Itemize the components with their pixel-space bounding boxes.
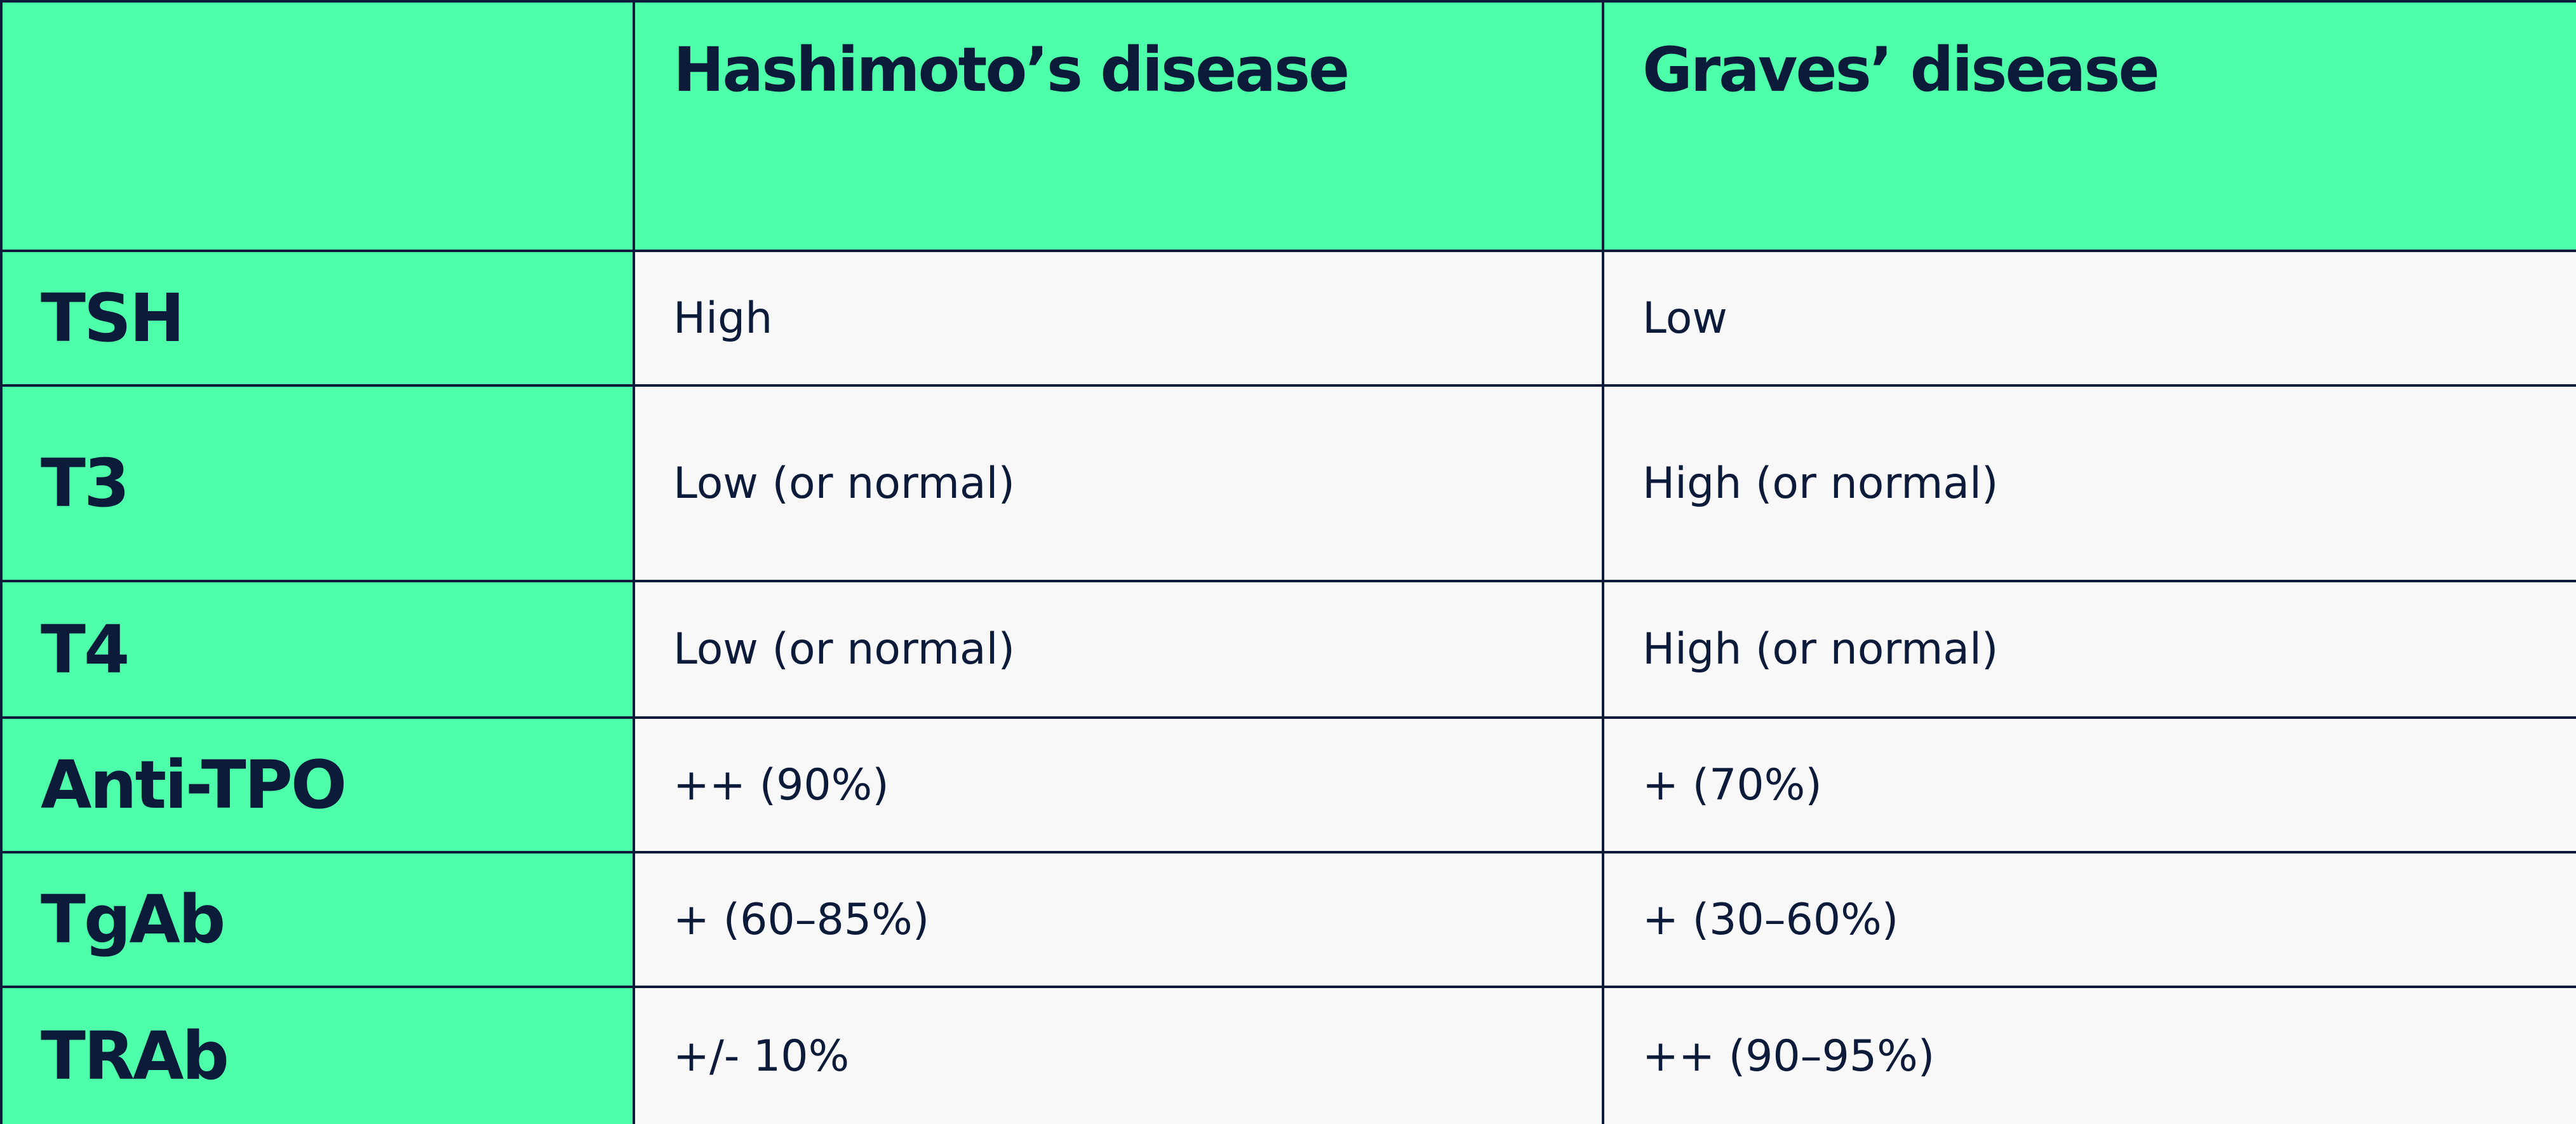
column-header: Hashimoto’s disease [633,0,1604,252]
cell: High (or normal) [1602,384,2576,582]
row-header: Anti-TPO [0,716,635,853]
cell: Low (or normal) [633,580,1604,719]
cell: High (or normal) [1602,580,2576,719]
cell: + (70%) [1602,716,2576,853]
corner-cell [0,0,635,252]
table-row: TSH High Low [0,250,2576,387]
table-row: T4 Low (or normal) High (or normal) [0,580,2576,719]
header-row: Hashimoto’s disease Graves’ disease [0,0,2576,252]
table-row: Anti-TPO ++ (90%) + (70%) [0,716,2576,853]
cell: + (30–60%) [1602,851,2576,988]
cell: ++ (90–95%) [1602,986,2576,1124]
cell: Low (or normal) [633,384,1604,582]
row-header: TgAb [0,851,635,988]
cell: High [633,250,1604,387]
table-row: T3 Low (or normal) High (or normal) [0,384,2576,582]
row-header: TSH [0,250,635,387]
cell: +/- 10% [633,986,1604,1124]
row-header: TRAb [0,986,635,1124]
row-header: T3 [0,384,635,582]
cell: + (60–85%) [633,851,1604,988]
column-header: Graves’ disease [1602,0,2576,252]
table-row: TRAb +/- 10% ++ (90–95%) [0,986,2576,1124]
table-row: TgAb + (60–85%) + (30–60%) [0,851,2576,988]
cell: Low [1602,250,2576,387]
cell: ++ (90%) [633,716,1604,853]
row-header: T4 [0,580,635,719]
